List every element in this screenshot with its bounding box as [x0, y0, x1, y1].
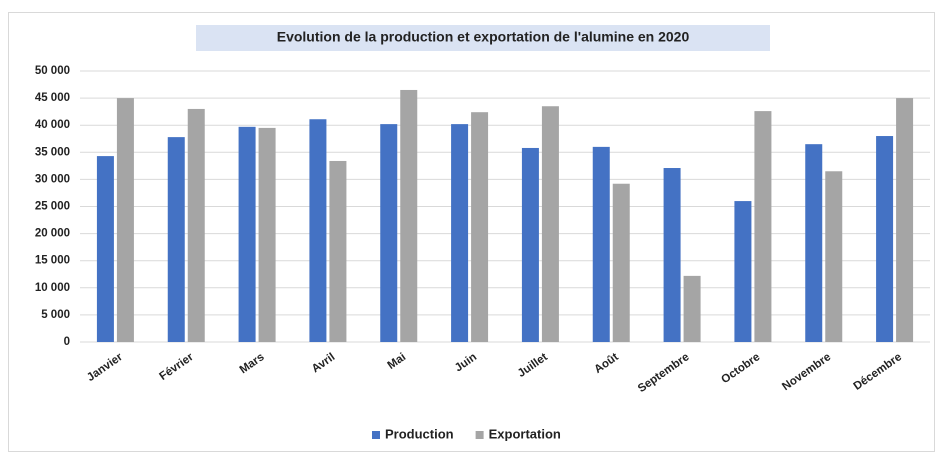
y-tick-label: 35 000 [35, 146, 70, 158]
bar [541, 106, 559, 342]
bar [896, 98, 914, 342]
bar [187, 108, 205, 342]
legend-swatch [475, 431, 484, 439]
chart-title: Evolution de la production et exportatio… [277, 29, 690, 45]
legend-label: Production [385, 426, 454, 441]
y-tick-label: 10 000 [35, 282, 70, 294]
bar [521, 147, 539, 342]
y-tick-label: 20 000 [35, 228, 70, 240]
y-tick-label: 15 000 [35, 255, 70, 267]
title-box [196, 25, 770, 51]
bar [734, 201, 752, 342]
bar [380, 124, 398, 342]
bar [309, 119, 327, 342]
bar [258, 127, 276, 342]
bar [805, 144, 823, 342]
y-tick-label: 5 000 [41, 309, 70, 321]
y-tick-label: 25 000 [35, 201, 70, 213]
bar [471, 112, 489, 342]
legend-label: Exportation [489, 426, 561, 441]
bar [238, 126, 256, 343]
y-tick-label: 40 000 [35, 119, 70, 131]
bar [167, 137, 185, 342]
y-tick-label: 50 000 [35, 65, 70, 77]
bar [592, 146, 610, 342]
bar [663, 168, 681, 342]
legend-swatch [372, 431, 380, 439]
bar [612, 183, 630, 342]
bar [96, 156, 114, 342]
y-tick-label: 30 000 [35, 173, 70, 185]
bar [825, 171, 843, 342]
bar [683, 275, 701, 342]
bar [400, 89, 418, 342]
bar [754, 111, 772, 342]
bar [451, 124, 469, 342]
bar [876, 136, 894, 342]
y-tick-label: 45 000 [35, 92, 70, 104]
bar [329, 160, 347, 342]
y-tick-label: 0 [64, 336, 70, 348]
bar [116, 98, 134, 342]
